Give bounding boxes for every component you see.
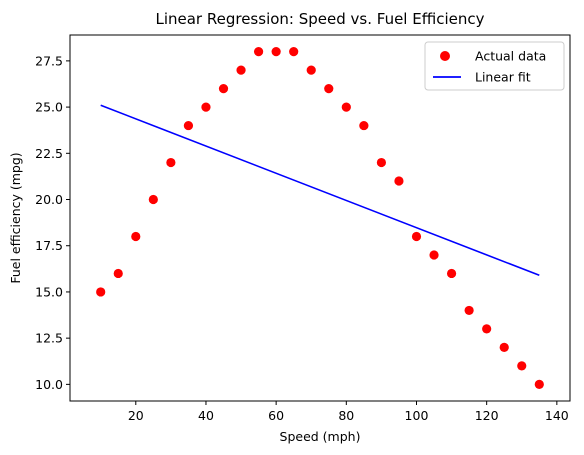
legend-label-actual-data: Actual data [475, 49, 546, 64]
data-point [289, 47, 299, 57]
x-tick-label: 40 [198, 408, 214, 423]
data-point [429, 250, 439, 260]
y-tick-label: 15.0 [35, 284, 63, 299]
data-point [236, 65, 246, 75]
data-point [482, 324, 492, 334]
x-tick-label: 120 [475, 408, 499, 423]
data-point [113, 268, 123, 279]
data-point [271, 47, 281, 57]
x-tick-label: 140 [545, 408, 569, 423]
data-point [324, 84, 334, 94]
legend-label-linear-fit: Linear fit [475, 70, 531, 85]
data-point [306, 65, 316, 75]
data-point [96, 287, 106, 297]
x-tick-label: 80 [338, 408, 354, 423]
legend-box [424, 41, 565, 91]
data-point [218, 84, 229, 94]
y-tick-label: 27.5 [35, 53, 63, 68]
data-point [341, 102, 351, 112]
y-tick-label: 22.5 [35, 146, 63, 161]
y-tick-label: 20.0 [35, 192, 63, 207]
x-tick-label: 20 [128, 408, 144, 423]
y-tick-label: 12.5 [35, 331, 63, 346]
data-point [148, 194, 158, 205]
x-axis-label: Speed (mph) [280, 429, 361, 444]
data-point [183, 120, 194, 131]
y-axis-label: Fuel efficiency (mpg) [8, 152, 23, 283]
ticks-layer: 20 40 60 80 100 120 140 10.0 12.5 15.0 17.5 20.0 22.… [35, 53, 569, 423]
y-tick-label: 10.0 [35, 377, 63, 392]
data-point [411, 231, 422, 242]
plot-frame [69, 34, 571, 402]
data-point [253, 47, 264, 57]
legend: Actual data Linear fit [424, 41, 565, 91]
x-tick-label: 100 [405, 408, 429, 423]
data-point [376, 157, 387, 168]
scatter-points-layer [96, 47, 544, 389]
data-point [359, 120, 369, 131]
data-point [464, 305, 474, 316]
data-point [394, 176, 404, 186]
chart-title: Linear Regression: Speed vs. Fuel Effici… [155, 10, 484, 28]
data-point [446, 268, 457, 279]
legend-marker-actual-data [440, 51, 450, 61]
y-tick-label: 25.0 [35, 100, 63, 115]
data-point [499, 342, 509, 352]
data-point [131, 231, 141, 242]
data-point [166, 157, 176, 168]
fit-line-layer [100, 104, 540, 277]
y-tick-label: 17.5 [35, 238, 63, 253]
data-point [534, 379, 544, 389]
data-point [201, 102, 211, 112]
linear-fit-line [100, 104, 540, 277]
data-point [517, 361, 527, 371]
x-tick-label: 60 [268, 408, 284, 423]
